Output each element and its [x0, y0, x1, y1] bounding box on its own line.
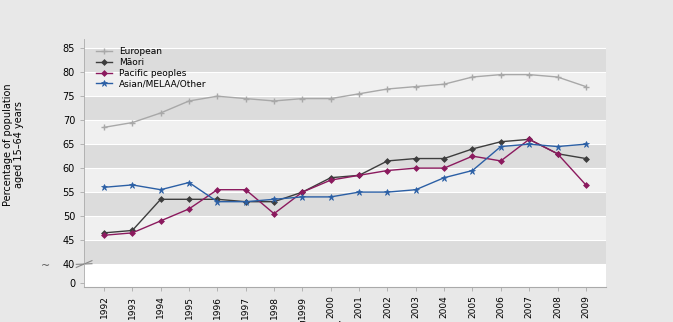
Māori: [100, 231, 108, 235]
Pacific peoples: [185, 207, 193, 211]
European: [129, 121, 137, 125]
Asian/MELAA/Other: [553, 145, 561, 148]
Pacific peoples: [440, 166, 448, 170]
Asian/MELAA/Other: [384, 190, 392, 194]
European: [384, 87, 392, 91]
European: [497, 73, 505, 77]
European: [213, 94, 221, 98]
Bar: [84, 168, 606, 192]
Bar: [84, 48, 606, 72]
Asian/MELAA/Other: [129, 183, 137, 187]
Bar: [84, 216, 606, 240]
European: [326, 97, 334, 100]
Māori: [298, 190, 306, 194]
Asian/MELAA/Other: [157, 188, 165, 192]
Line: Asian/MELAA/Other: Asian/MELAA/Other: [100, 141, 590, 205]
European: [412, 85, 420, 89]
Māori: [525, 137, 533, 141]
Asian/MELAA/Other: [326, 195, 334, 199]
Asian/MELAA/Other: [270, 197, 278, 201]
Pacific peoples: [242, 188, 250, 192]
Māori: [242, 200, 250, 204]
Pacific peoples: [326, 178, 334, 182]
Pacific peoples: [553, 152, 561, 156]
Pacific peoples: [582, 183, 590, 187]
European: [100, 126, 108, 129]
Pacific peoples: [157, 219, 165, 223]
European: [157, 111, 165, 115]
Legend: European, Māori, Pacific peoples, Asian/MELAA/Other: European, Māori, Pacific peoples, Asian/…: [94, 45, 209, 90]
European: [525, 73, 533, 77]
Pacific peoples: [270, 212, 278, 216]
Text: Percentage of population
aged 15–64 years: Percentage of population aged 15–64 year…: [3, 84, 24, 206]
Bar: [84, 240, 606, 264]
Asian/MELAA/Other: [298, 195, 306, 199]
Bar: [84, 192, 606, 216]
Pacific peoples: [525, 137, 533, 141]
European: [468, 75, 476, 79]
Asian/MELAA/Other: [242, 200, 250, 204]
European: [185, 99, 193, 103]
Pacific peoples: [129, 231, 137, 235]
Line: European: European: [100, 71, 590, 131]
Māori: [440, 156, 448, 160]
European: [242, 97, 250, 100]
European: [270, 99, 278, 103]
Bar: [84, 72, 606, 96]
Asian/MELAA/Other: [440, 176, 448, 180]
Pacific peoples: [468, 154, 476, 158]
Asian/MELAA/Other: [185, 181, 193, 185]
Asian/MELAA/Other: [100, 185, 108, 189]
European: [553, 75, 561, 79]
Māori: [468, 147, 476, 151]
Māori: [185, 197, 193, 201]
Māori: [355, 173, 363, 177]
Māori: [129, 229, 137, 232]
Māori: [384, 159, 392, 163]
Asian/MELAA/Other: [213, 200, 221, 204]
Asian/MELAA/Other: [582, 142, 590, 146]
Asian/MELAA/Other: [355, 190, 363, 194]
European: [355, 92, 363, 96]
European: [440, 82, 448, 86]
Māori: [213, 197, 221, 201]
Asian/MELAA/Other: [497, 145, 505, 148]
Line: Māori: Māori: [102, 137, 588, 235]
Bar: [84, 120, 606, 144]
Asian/MELAA/Other: [468, 169, 476, 173]
Pacific peoples: [384, 169, 392, 173]
Pacific peoples: [497, 159, 505, 163]
Māori: [157, 197, 165, 201]
Bar: [84, 96, 606, 120]
Māori: [553, 152, 561, 156]
Pacific peoples: [298, 190, 306, 194]
Pacific peoples: [412, 166, 420, 170]
Text: ~: ~: [41, 260, 50, 271]
Pacific peoples: [355, 173, 363, 177]
Māori: [412, 156, 420, 160]
Pacific peoples: [213, 188, 221, 192]
Māori: [326, 176, 334, 180]
Asian/MELAA/Other: [525, 142, 533, 146]
Line: Pacific peoples: Pacific peoples: [102, 137, 588, 237]
Māori: [582, 156, 590, 160]
Māori: [270, 200, 278, 204]
Asian/MELAA/Other: [412, 188, 420, 192]
Bar: [84, 144, 606, 168]
Māori: [497, 140, 505, 144]
European: [298, 97, 306, 100]
European: [582, 85, 590, 89]
Pacific peoples: [100, 233, 108, 237]
X-axis label: December years: December years: [299, 321, 391, 322]
